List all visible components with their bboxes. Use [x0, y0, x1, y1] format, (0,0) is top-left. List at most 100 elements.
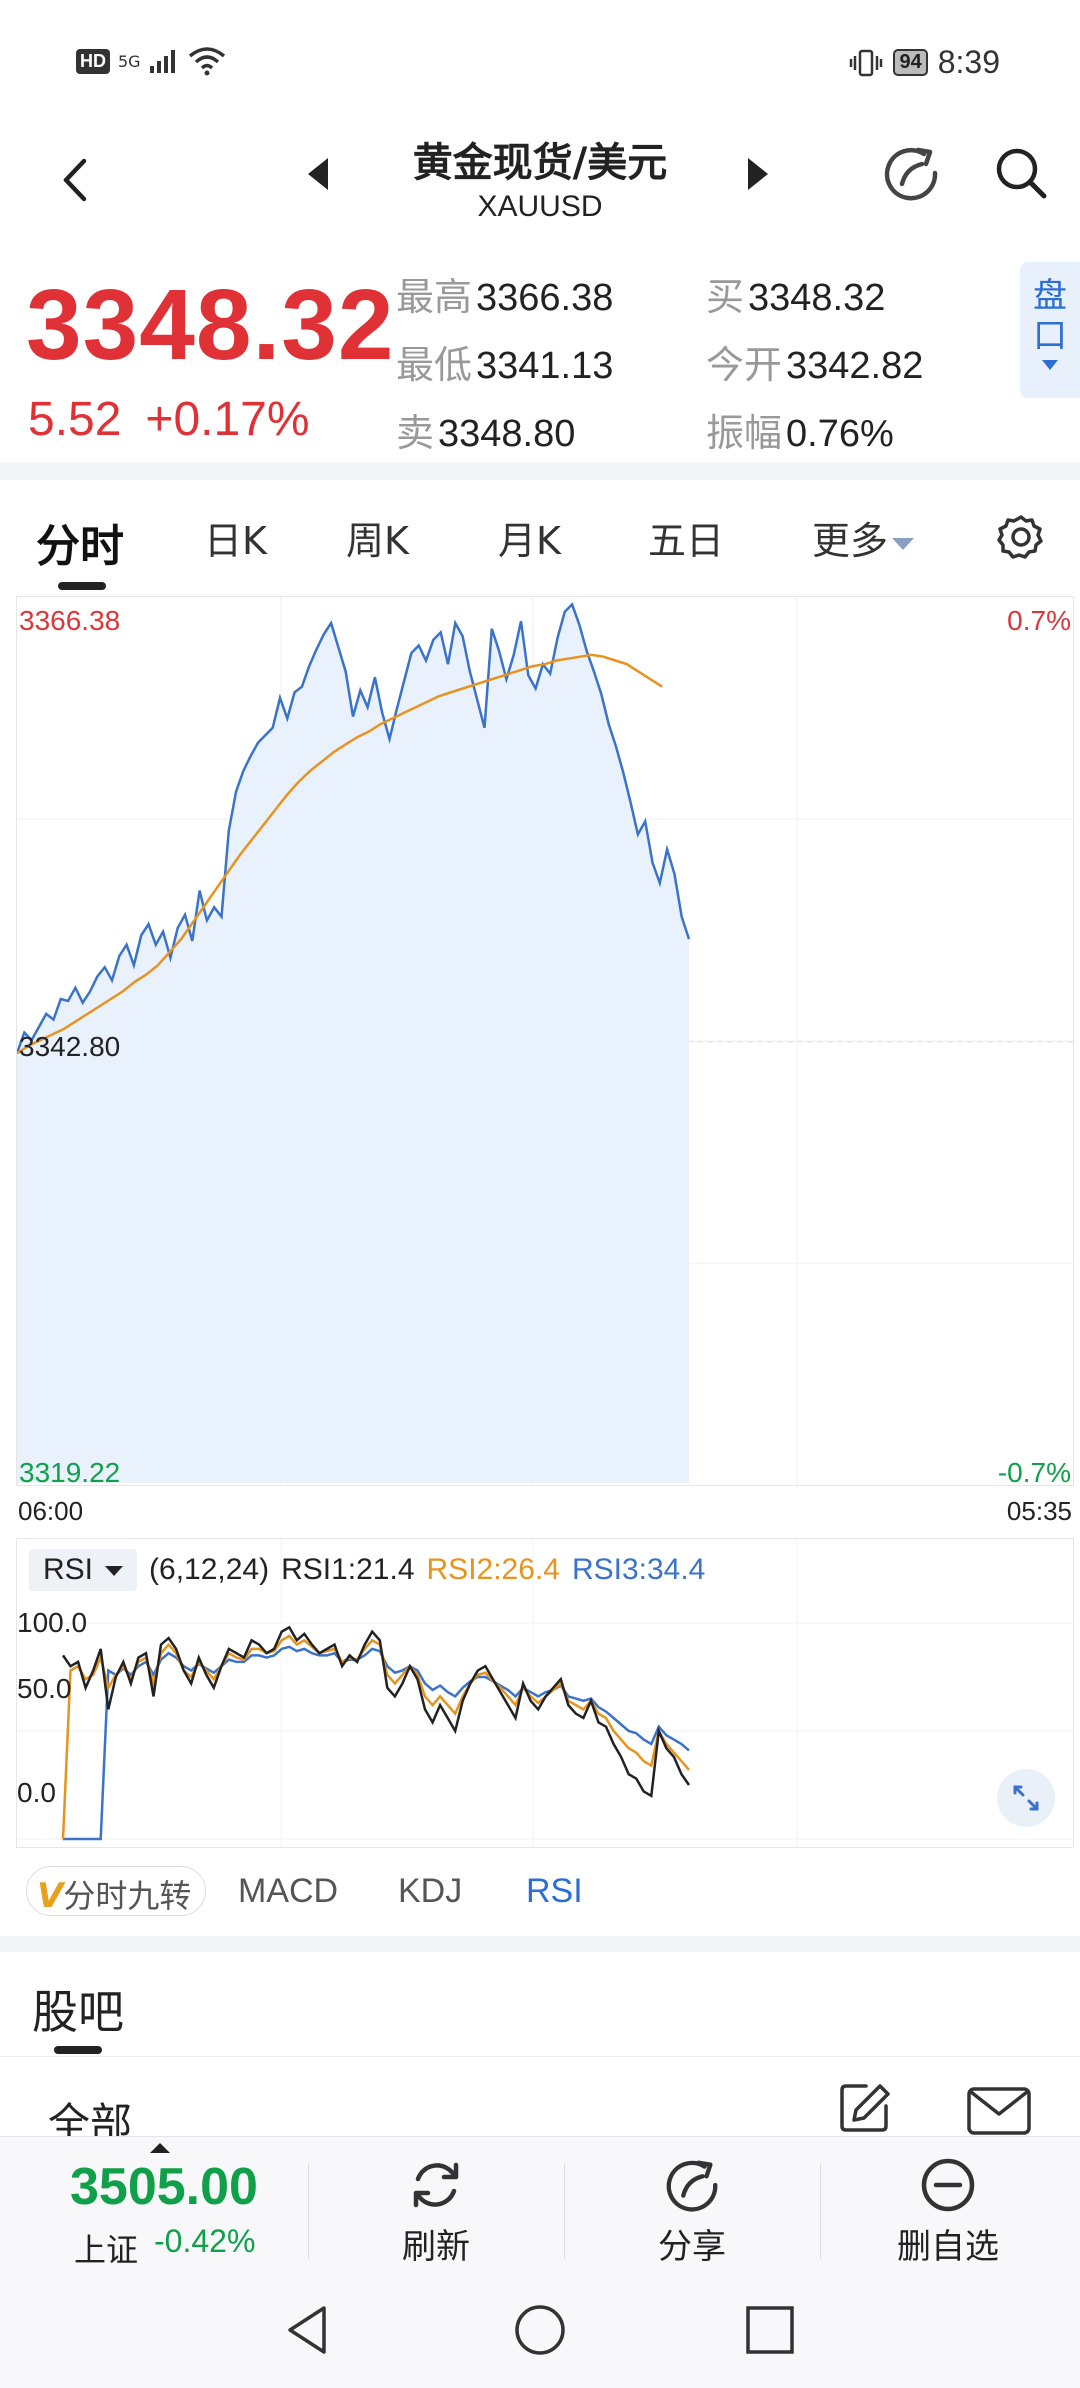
stat-low-value: 3341.13	[476, 345, 614, 387]
divider	[0, 462, 1080, 480]
previous-symbol-button[interactable]	[308, 158, 328, 190]
tab-weekly-k[interactable]: 周K	[346, 519, 409, 563]
index-name: 上证	[74, 2231, 139, 2269]
intraday-chart-svg	[17, 597, 1075, 1487]
stat-sell-label: 卖	[396, 411, 435, 455]
bottom-toolbar: 3505.00 上证 -0.42% 刷新 分享	[0, 2136, 1080, 2276]
rsi2-series-line	[61, 1634, 690, 1840]
change-value: 5.52	[28, 393, 122, 446]
search-icon[interactable]	[990, 142, 1052, 204]
symbol-title-block: 黄金现货/美元 XAUUSD	[340, 130, 740, 224]
expand-icon	[1013, 1785, 1039, 1811]
header: 黄金现货/美元 XAUUSD	[0, 120, 1080, 260]
back-arrow-icon[interactable]	[50, 145, 100, 215]
chart-period-tabs: 分时 日K 周K 月K 五日 更多	[0, 490, 1080, 590]
intraday-chart[interactable]: 3366.38 3342.80 3319.22 0.7% -0.7%	[16, 596, 1075, 1488]
y-ref-label: 3342.80	[19, 1031, 121, 1062]
tab-rsi[interactable]: RSI	[526, 1872, 583, 1910]
rsi-y-100: 100.0	[17, 1607, 88, 1638]
stat-open-label: 今开	[706, 343, 783, 387]
rsi1-series-line	[61, 1625, 691, 1798]
rsi2-value: RSI2:26.4	[426, 1553, 560, 1586]
hd-badge: HD	[76, 48, 110, 74]
price-change: 5.52 +0.17%	[28, 392, 334, 447]
nav-back-icon[interactable]	[280, 2302, 336, 2358]
average-series-line	[17, 653, 663, 1055]
stat-buy: 买 3348.32	[706, 266, 885, 321]
stat-open-value: 3342.82	[786, 345, 924, 387]
toolbar-separator	[820, 2163, 821, 2259]
page-title: 黄金现货/美元	[412, 140, 668, 186]
refresh-button[interactable]: 刷新	[356, 2155, 516, 2268]
stat-amplitude: 振幅 0.76%	[706, 402, 894, 457]
stat-sell: 卖 3348.80	[396, 402, 575, 457]
status-right: 94 8:39	[849, 44, 1000, 81]
stat-buy-label: 买	[706, 275, 745, 319]
x-start-label: 06:00	[18, 1496, 84, 1526]
status-bar: HD 5G 94 8:39	[0, 0, 1080, 120]
clock: 8:39	[937, 44, 1000, 80]
caret-up-icon	[150, 2143, 170, 2153]
caret-down-icon	[892, 537, 915, 550]
tab-monthly-k[interactable]: 月K	[498, 519, 561, 563]
price-area	[17, 604, 689, 1483]
rsi-params: (6,12,24)	[149, 1553, 270, 1586]
next-symbol-button[interactable]	[748, 158, 768, 190]
indicator-selector-label: RSI	[43, 1553, 94, 1586]
wifi-icon	[188, 47, 225, 76]
share-icon	[666, 2160, 718, 2212]
rsi-y-0: 0.0	[17, 1777, 56, 1808]
indicator-selector[interactable]: RSI	[29, 1549, 138, 1591]
edit-post-icon[interactable]	[836, 2080, 892, 2136]
y-max-pct-label: 0.7%	[1007, 605, 1071, 636]
index-change: -0.42%	[154, 2223, 256, 2259]
tab-more-label: 更多	[812, 519, 889, 563]
expand-button[interactable]	[997, 1769, 1055, 1827]
x-end-label: 05:35	[1006, 1496, 1072, 1526]
indicator-tabs: V分时九转 MACD KDJ RSI	[0, 1864, 1080, 1924]
share-icon[interactable]	[880, 142, 942, 204]
y-max-label: 3366.38	[19, 605, 121, 636]
rsi1-value: RSI1:21.4	[281, 1553, 415, 1586]
forum-title[interactable]: 股吧	[32, 1985, 124, 2039]
message-icon[interactable]	[966, 2086, 1032, 2136]
index-value[interactable]: 3505.00	[70, 2158, 258, 2216]
stat-amplitude-value: 0.76%	[786, 413, 894, 455]
vibrate-icon	[850, 49, 883, 76]
refresh-label: 刷新	[402, 2227, 470, 2267]
nav-recents-icon[interactable]	[742, 2302, 798, 2358]
nav-home-icon[interactable]	[512, 2302, 568, 2358]
tab-kdj[interactable]: KDJ	[398, 1872, 463, 1910]
stat-low: 最低 3341.13	[396, 334, 613, 389]
remove-watchlist-button[interactable]: 删自选	[868, 2155, 1028, 2268]
tab-macd[interactable]: MACD	[238, 1872, 339, 1910]
signal-icon	[149, 50, 175, 73]
stat-high: 最高 3366.38	[396, 266, 613, 321]
minus-circle-icon	[921, 2158, 975, 2212]
stat-high-label: 最高	[396, 275, 473, 319]
tab-intraday[interactable]: 分时	[36, 521, 124, 572]
stat-open: 今开 3342.82	[706, 334, 923, 389]
stat-sell-value: 3348.80	[438, 413, 576, 455]
y-min-label: 3319.22	[19, 1457, 121, 1488]
share-button[interactable]: 分享	[612, 2155, 772, 2268]
rsi-legend: RSI (6,12,24) RSI1:21.4 RSI2:26.4 RSI3:3…	[29, 1549, 705, 1591]
order-book-button[interactable]: 盘 口	[1020, 262, 1080, 398]
tab-daily-k[interactable]: 日K	[204, 519, 267, 563]
settings-gear-icon[interactable]	[996, 512, 1046, 562]
tab-five-day[interactable]: 五日	[648, 519, 725, 563]
rsi-panel[interactable]: RSI (6,12,24) RSI1:21.4 RSI2:26.4 RSI3:3…	[16, 1538, 1075, 1849]
rsi-y-50: 50.0	[17, 1673, 72, 1704]
caret-down-icon	[105, 1566, 124, 1577]
current-price: 3348.32	[26, 269, 395, 381]
rsi3-series-line	[63, 1645, 690, 1841]
tab-nine-turn[interactable]: V分时九转	[26, 1866, 207, 1916]
tab-more[interactable]: 更多	[812, 510, 915, 565]
v-badge-icon: V	[37, 1876, 64, 1916]
order-book-label-1: 盘	[1033, 276, 1067, 316]
y-min-pct-label: -0.7%	[997, 1457, 1071, 1488]
stat-low-label: 最低	[396, 343, 473, 387]
change-percent: +0.17%	[145, 393, 310, 446]
stat-buy-value: 3348.32	[748, 277, 886, 319]
active-tab-indicator	[58, 582, 106, 590]
